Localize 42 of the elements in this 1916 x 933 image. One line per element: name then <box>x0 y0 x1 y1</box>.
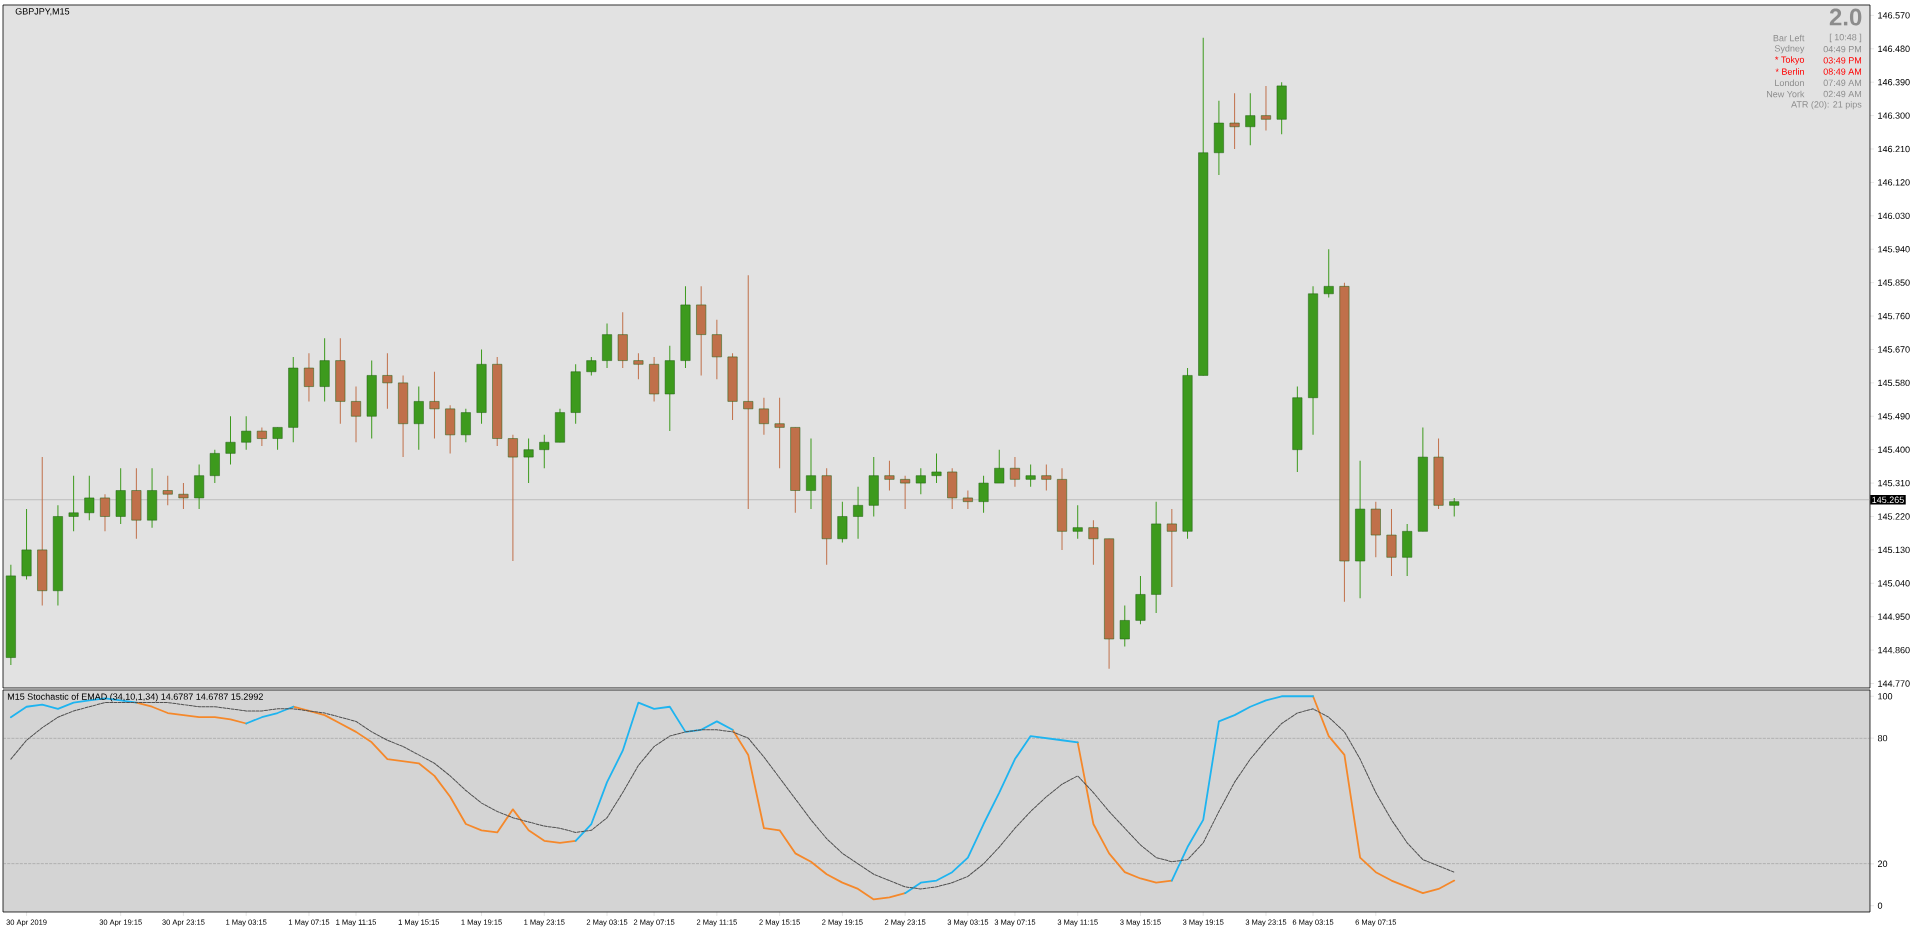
annotation: * Tokyo <box>1775 56 1805 65</box>
y-tick-label: 145.310 <box>1878 479 1910 487</box>
y-tick-label: 100 <box>1878 693 1893 700</box>
annotation: 03:49 PM <box>1823 57 1862 64</box>
y-tick-label: 145.040 <box>1878 580 1910 587</box>
y-tick-label: 145.490 <box>1878 413 1910 420</box>
y-tick-label: 20 <box>1877 860 1888 868</box>
annotation: 2.0 <box>1829 8 1862 26</box>
y-tick-label: 146.570 <box>1878 12 1910 19</box>
annotation: * Berlin <box>1775 68 1804 75</box>
annotation: Bar Left <box>1773 34 1805 42</box>
y-tick-label: 144.860 <box>1878 646 1910 654</box>
y-tick-label: 145.130 <box>1878 546 1910 554</box>
y-tick-label: 145.400 <box>1878 446 1910 453</box>
annotation: 08:49 AM <box>1823 68 1862 75</box>
y-tick-label: 146.390 <box>1878 79 1910 86</box>
annotation: London <box>1775 79 1804 87</box>
y-tick-label: 145.940 <box>1878 246 1910 253</box>
chart-title: M15 Stochastic of EMAD (34,10,1,34) 14.6787 14.6787 15.2992 <box>7 693 263 702</box>
annotation: 07:49 AM <box>1823 79 1862 86</box>
y-tick-label: 80 <box>1877 734 1888 742</box>
y-tick-label: 146.030 <box>1878 212 1910 220</box>
ref-line-label: 145.265 <box>1872 496 1904 503</box>
annotation: 02:49 AM <box>1823 90 1862 98</box>
annotation: 04:49 PM <box>1823 45 1862 53</box>
y-tick-label: 144.770 <box>1878 680 1910 687</box>
y-tick-label: 145.580 <box>1878 379 1910 387</box>
annotation: [ 10:48 ] <box>1829 33 1862 43</box>
annotation: Sydney <box>1774 44 1805 54</box>
y-tick-label: 146.210 <box>1878 145 1910 153</box>
annotation: New York <box>1767 90 1805 98</box>
y-tick-label: 145.850 <box>1878 279 1910 286</box>
y-tick-label: 145.670 <box>1878 346 1910 353</box>
chart-title: GBPJPY,M15 <box>15 8 70 16</box>
y-tick-label: 146.300 <box>1878 112 1910 119</box>
annotation: ATR (20): 21 pips <box>1791 100 1862 110</box>
y-tick-label: 146.120 <box>1878 179 1910 186</box>
y-tick-label: 0 <box>1877 902 1883 909</box>
y-tick-label: 145.220 <box>1878 513 1910 520</box>
y-tick-label: 145.760 <box>1878 312 1910 320</box>
y-tick-label: 144.950 <box>1878 613 1910 620</box>
y-tick-label: 146.480 <box>1878 45 1910 52</box>
